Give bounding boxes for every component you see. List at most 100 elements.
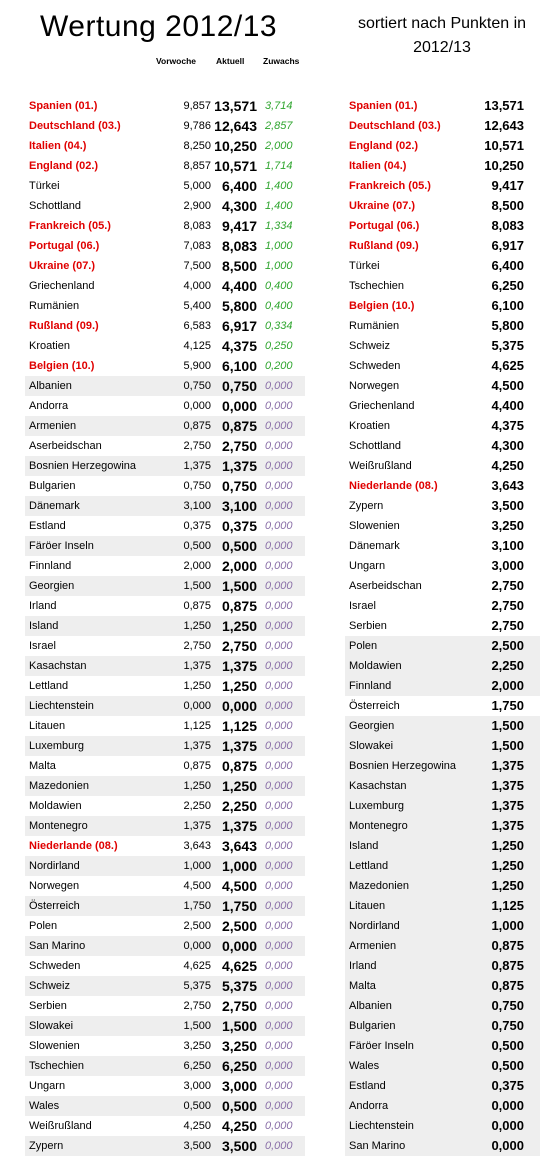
current-value: 2,250 (221, 798, 257, 814)
gain-value: 0,000 (265, 800, 293, 812)
table-row: Dänemark 3,100 (345, 536, 540, 556)
table-row: Bosnien Herzegowina 1,375 (345, 756, 540, 776)
table-row: Schottland 4,300 (345, 436, 540, 456)
prev-week-value: 8,083 (183, 220, 211, 232)
prev-week-value: 1,375 (183, 820, 211, 832)
prev-week-value: 5,375 (183, 980, 211, 992)
prev-week-value: 7,500 (183, 260, 211, 272)
points-value: 10,250 (484, 158, 524, 173)
country-name: Belgien (10.) (349, 300, 415, 312)
points-value: 0,000 (491, 1098, 524, 1113)
table-row: Schweden 4,625 (345, 356, 540, 376)
gain-value: 0,000 (265, 540, 293, 552)
country-name: Finnland (349, 680, 392, 692)
table-row: Spanien (01.) 9,857 13,571 3,714 (25, 96, 305, 116)
table-row: Bulgarien 0,750 0,750 0,000 (25, 476, 305, 496)
country-name: Türkei (349, 260, 380, 272)
table-row: England (02.) 10,571 (345, 136, 540, 156)
table-row: Tschechien 6,250 (345, 276, 540, 296)
current-value: 1,125 (221, 718, 257, 734)
points-value: 0,750 (491, 1018, 524, 1033)
prev-week-value: 2,900 (183, 200, 211, 212)
table-row: Dänemark 3,100 3,100 0,000 (25, 496, 305, 516)
country-name: Nordirland (29, 860, 80, 872)
current-value: 2,000 (221, 558, 257, 574)
gain-value: 1,714 (265, 160, 293, 172)
points-value: 1,250 (491, 858, 524, 873)
gain-value: 0,000 (265, 420, 293, 432)
country-name: Island (349, 840, 379, 852)
table-row: Island 1,250 (345, 836, 540, 856)
country-name: Polen (29, 920, 58, 932)
table-row: Frankreich (05.) 8,083 9,417 1,334 (25, 216, 305, 236)
prev-week-value: 0,000 (183, 700, 211, 712)
table-row: Portugal (06.) 7,083 8,083 1,000 (25, 236, 305, 256)
points-value: 1,375 (491, 758, 524, 773)
country-name: Mazedonien (349, 880, 409, 892)
prev-week-value: 1,125 (183, 720, 211, 732)
table-row: Rumänien 5,800 (345, 316, 540, 336)
table-row: Wales 0,500 (345, 1056, 540, 1076)
country-name: Lettland (349, 860, 389, 872)
prev-week-value: 4,000 (183, 280, 211, 292)
table-row: Slowakei 1,500 (345, 736, 540, 756)
points-value: 3,250 (491, 518, 524, 533)
table-row: Niederlande (08.) 3,643 (345, 476, 540, 496)
current-value: 1,375 (221, 738, 257, 754)
prev-week-value: 1,250 (183, 780, 211, 792)
country-name: Slowenien (349, 520, 400, 532)
points-value: 4,300 (491, 438, 524, 453)
prev-week-value: 4,500 (183, 880, 211, 892)
gain-value: 0,000 (265, 860, 293, 872)
current-value: 1,250 (221, 778, 257, 794)
table-row: Ukraine (07.) 8,500 (345, 196, 540, 216)
standings-table-left: Spanien (01.) 9,857 13,571 3,714 Deutschland… (25, 96, 305, 1156)
points-value: 8,500 (491, 198, 524, 213)
current-value: 10,571 (214, 158, 257, 174)
country-name: Litauen (29, 720, 66, 732)
country-name: Luxemburg (29, 740, 85, 752)
current-value: 0,750 (221, 378, 257, 394)
points-value: 6,917 (491, 238, 524, 253)
prev-week-value: 5,900 (183, 360, 211, 372)
table-row: Rumänien 5,400 5,800 0,400 (25, 296, 305, 316)
gain-value: 0,000 (265, 660, 293, 672)
current-value: 5,375 (221, 978, 257, 994)
table-row: Norwegen 4,500 4,500 0,000 (25, 876, 305, 896)
page-title: Wertung 2012/13 (40, 10, 278, 43)
prev-week-value: 3,100 (183, 500, 211, 512)
current-value: 9,417 (221, 218, 257, 234)
current-value: 4,400 (221, 278, 257, 294)
current-value: 10,250 (214, 138, 257, 154)
country-name: Andorra (349, 1100, 389, 1112)
current-value: 3,100 (221, 498, 257, 514)
points-value: 1,375 (491, 778, 524, 793)
table-row: Mazedonien 1,250 1,250 0,000 (25, 776, 305, 796)
country-name: Andorra (29, 400, 69, 412)
table-row: Italien (04.) 10,250 (345, 156, 540, 176)
current-value: 6,250 (221, 1058, 257, 1074)
country-name: Griechenland (349, 400, 415, 412)
gain-value: 0,000 (265, 580, 293, 592)
gain-value: 3,714 (265, 100, 293, 112)
current-value: 1,250 (221, 678, 257, 694)
country-name: Israel (29, 640, 56, 652)
table-row: Belgien (10.) 5,900 6,100 0,200 (25, 356, 305, 376)
prev-week-value: 0,375 (183, 520, 211, 532)
table-row: Färöer Inseln 0,500 (345, 1036, 540, 1056)
country-name: Bulgarien (349, 1020, 396, 1032)
country-name: Aserbeidschan (29, 440, 102, 452)
table-row: Rußland (09.) 6,583 6,917 0,334 (25, 316, 305, 336)
current-value: 2,500 (221, 918, 257, 934)
country-name: Weißrußland (349, 460, 412, 472)
current-value: 0,875 (221, 758, 257, 774)
prev-week-value: 1,250 (183, 680, 211, 692)
table-row: Spanien (01.) 13,571 (345, 96, 540, 116)
country-name: Liechtenstein (349, 1120, 414, 1132)
gain-value: 0,000 (265, 900, 293, 912)
table-row: Zypern 3,500 (345, 496, 540, 516)
points-value: 9,417 (491, 178, 524, 193)
country-name: Bulgarien (29, 480, 76, 492)
country-name: Zypern (349, 500, 384, 512)
country-name: Weißrußland (29, 1120, 92, 1132)
